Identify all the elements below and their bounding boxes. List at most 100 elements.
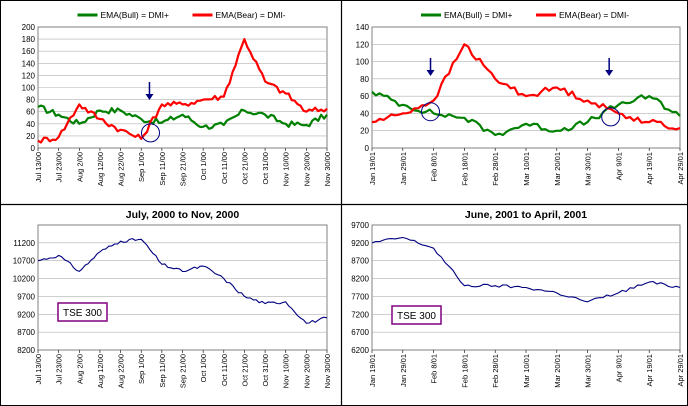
legend-label-1: EMA(Bull) = DMI+ <box>444 10 513 20</box>
x-tick-label: Mar 10/01 <box>522 152 531 186</box>
crossover-circle <box>601 107 621 127</box>
crossover-circle <box>141 123 161 143</box>
y-tick-label: 9200 <box>17 310 35 319</box>
y-tick-label: 8200 <box>17 346 35 355</box>
y-tick-label: 80 <box>360 75 369 84</box>
x-tick-label: Aug 12/00 <box>96 152 105 186</box>
y-tick-label: 9200 <box>351 239 369 248</box>
x-tick-label: Sep 11/00 <box>158 354 167 388</box>
x-tick-label: Aug 2/00 <box>75 354 84 384</box>
y-tick-label: 160 <box>22 47 36 56</box>
y-tick-label: 0 <box>31 144 36 153</box>
x-tick-label: Aug 22/00 <box>117 354 126 388</box>
plot-area <box>37 224 328 351</box>
y-tick-label: 40 <box>26 120 35 129</box>
x-tick-label: Feb 18/01 <box>460 354 469 388</box>
x-tick-label: Apr 9/01 <box>614 354 623 382</box>
y-tick-label: 6200 <box>351 346 369 355</box>
x-tick-label: Jul 13/00 <box>34 354 43 384</box>
x-tick-label: Mar 30/01 <box>584 152 593 186</box>
annotation-label: TSE 300 <box>397 311 436 322</box>
x-tick-label: Nov 30/00 <box>323 152 332 186</box>
x-tick-label: Oct 1/00 <box>199 152 208 180</box>
x-tick-label: Nov 20/00 <box>302 152 311 186</box>
x-tick-label: Sep 21/00 <box>179 354 188 388</box>
x-tick-label: Jan 19/01 <box>368 354 377 387</box>
x-tick-label: Oct 31/00 <box>261 152 270 185</box>
y-tick-label: 120 <box>22 71 36 80</box>
y-tick-label: 100 <box>356 58 370 67</box>
x-tick-label: Aug 22/00 <box>117 152 126 186</box>
y-tick-label: 11200 <box>13 239 35 248</box>
x-tick-label: Nov 20/00 <box>302 354 311 388</box>
legend-label-2: EMA(Bear) = DMI- <box>216 10 286 20</box>
x-tick-label: Oct 11/00 <box>220 152 229 184</box>
y-tick-label: 8200 <box>351 275 369 284</box>
x-tick-label: Mar 20/01 <box>553 152 562 186</box>
arrow-head <box>145 94 154 100</box>
y-tick-label: 60 <box>360 92 369 101</box>
chart-title: June, 2001 to April, 2001 <box>465 209 587 221</box>
x-tick-label: Feb 8/01 <box>430 354 439 384</box>
x-tick-label: Oct 21/00 <box>240 152 249 185</box>
x-tick-label: Nov 30/00 <box>323 354 332 388</box>
series-line-1 <box>37 238 328 324</box>
y-tick-label: 120 <box>356 40 370 49</box>
annotation-box <box>57 302 108 322</box>
x-tick-label: Oct 31/00 <box>261 354 270 387</box>
chart-title: July, 2000 to Nov, 2000 <box>126 209 240 221</box>
legend-label-1: EMA(Bull) = DMI+ <box>101 10 170 20</box>
chart-panel-3: 8200 8700 9200 9700 10200 10700 11200 Jul 13/00… <box>13 209 332 388</box>
y-tick-label: 10200 <box>13 275 36 284</box>
x-tick-label: Apr 29/01 <box>676 152 685 185</box>
x-tick-label: Jan 29/01 <box>399 354 408 387</box>
y-tick-label: 9700 <box>351 221 369 230</box>
y-tick-label: 9700 <box>17 292 35 301</box>
chart-panel-4: 6200 6700 7200 7700 8200 8700 9200 9700 Jan 19/0… <box>351 209 685 388</box>
y-tick-label: 180 <box>22 35 36 44</box>
x-tick-label: Oct 21/00 <box>240 354 249 387</box>
x-tick-label: Apr 19/01 <box>645 354 654 387</box>
x-tick-label: Apr 29/01 <box>676 354 685 387</box>
x-tick-label: Apr 19/01 <box>645 152 654 185</box>
x-tick-label: Nov 10/00 <box>282 152 291 186</box>
x-tick-label: Sep 21/00 <box>179 152 188 186</box>
x-tick-label: Jul 23/00 <box>55 354 64 384</box>
x-tick-label: Feb 18/01 <box>460 152 469 186</box>
crossover-circle <box>421 102 441 122</box>
x-tick-label: Aug 2/00 <box>75 152 84 182</box>
x-tick-label: Sep 11/00 <box>158 152 167 186</box>
chart-panel-1: 0 20 40 60 80 100 120 140 160 180 200 Jul 13/00 Jul … <box>22 10 332 186</box>
x-tick-label: Aug 12/00 <box>96 354 105 388</box>
x-tick-label: Apr 9/01 <box>614 152 623 180</box>
annotation-label: TSE 300 <box>63 308 102 319</box>
y-tick-label: 8700 <box>17 328 35 337</box>
y-tick-label: 7700 <box>351 292 369 301</box>
annotation-box <box>391 305 442 325</box>
x-tick-label: Jul 23/00 <box>55 152 64 182</box>
series-line-1 <box>371 90 681 137</box>
y-tick-label: 7200 <box>351 310 369 319</box>
y-tick-label: 100 <box>22 84 36 93</box>
y-tick-label: 8700 <box>351 257 369 266</box>
x-tick-label: Sep 1/00 <box>137 354 146 384</box>
x-tick-label: Feb 28/01 <box>491 152 500 186</box>
y-tick-label: 80 <box>26 96 35 105</box>
y-tick-label: 20 <box>26 132 35 141</box>
x-tick-label: Mar 20/01 <box>553 354 562 388</box>
y-tick-label: 200 <box>22 23 36 32</box>
series-line-2 <box>37 38 328 144</box>
x-tick-label: Mar 30/01 <box>584 354 593 388</box>
plot-area <box>371 26 681 149</box>
x-tick-label: Feb 28/01 <box>491 354 500 388</box>
arrow-head <box>605 70 614 76</box>
y-tick-label: 40 <box>360 109 369 118</box>
x-tick-label: Mar 10/01 <box>522 354 531 388</box>
chart-panel-2: 0 20 40 60 80 100 120 140 Jan 19/01 Jan 29/01 Feb … <box>356 10 685 186</box>
series-line-2 <box>371 43 681 131</box>
y-tick-label: 140 <box>356 23 370 32</box>
y-tick-label: 20 <box>360 127 369 136</box>
x-tick-label: Feb 8/01 <box>430 152 439 182</box>
y-tick-label: 0 <box>365 144 370 153</box>
